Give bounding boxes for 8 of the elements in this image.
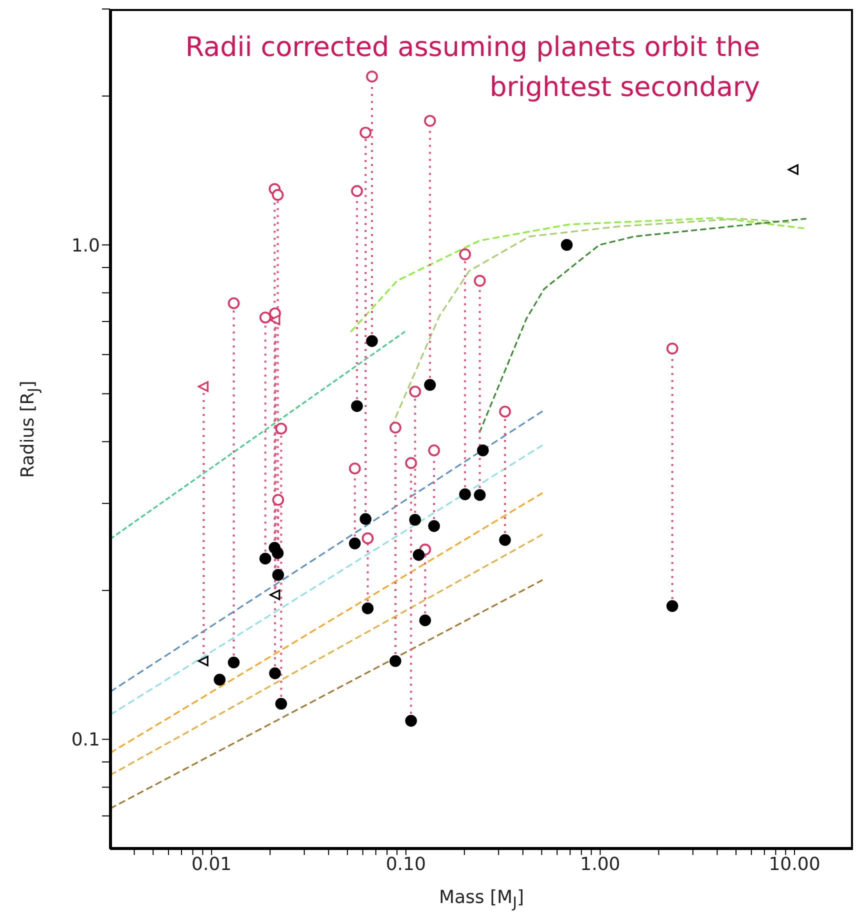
y-tick-label: 0.1 (71, 730, 100, 751)
x-tick-label: 0.01 (192, 854, 232, 875)
x-tick-label: 1.00 (580, 854, 620, 875)
y-tick-label: 1.0 (71, 235, 100, 256)
text: Radii corrected assuming planets orbit the brightest secondary (184, 31, 760, 105)
x-tick-label: 0.10 (386, 854, 426, 875)
x-tick-label: 10.00 (768, 854, 820, 875)
x-axis-title: Mass [M$_{J}$] (438, 887, 526, 912)
